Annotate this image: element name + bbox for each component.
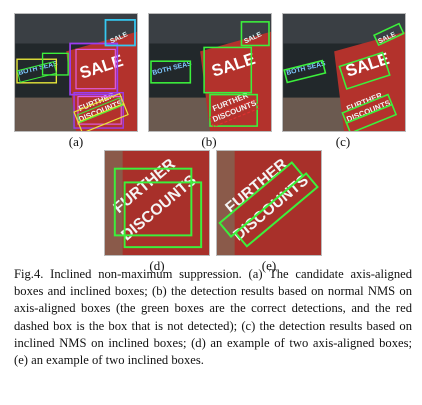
candidate-box [76, 97, 123, 123]
axis-aligned-box [123, 181, 203, 249]
figure-panel-b: SALE SALE BOTH SEAS FURTHER DISCOUNTS [148, 13, 272, 132]
detection-box [240, 21, 270, 47]
inclined-box [345, 103, 398, 131]
panel-label-b: (b) [201, 134, 217, 149]
panel-label-a: (a) [68, 134, 84, 149]
inclined-box [338, 51, 391, 90]
panel-c-image: SALE SALE BOTH SEAS FURTHER DISCOUNTS [283, 14, 405, 131]
detection-box [209, 93, 258, 127]
inclined-box [234, 172, 319, 248]
candidate-box [73, 91, 124, 129]
axis-aligned-box [113, 167, 193, 237]
panel-d-image: FURTHER DISCOUNTS [105, 151, 209, 255]
detection-box [150, 60, 192, 84]
figure-panel-e: FURTHER DISCOUNTS [216, 150, 322, 256]
panel-label-d: (d) [149, 258, 165, 273]
candidate-box [75, 48, 116, 90]
figure-panel-a: SALE SALE BOTH SEAS FURTHER DISCOUNTS [14, 13, 138, 132]
panel-e-image: FURTHER DISCOUNTS [217, 151, 321, 255]
panel-label-e: (e) [261, 258, 277, 273]
panel-a-image: SALE SALE BOTH SEAS FURTHER DISCOUNTS [15, 14, 137, 131]
candidate-box [69, 42, 119, 96]
detection-box [203, 46, 253, 94]
figure-panel-c: SALE SALE BOTH SEAS FURTHER DISCOUNTS [282, 13, 406, 132]
figure-panel-d: FURTHER DISCOUNTS [104, 150, 210, 256]
candidate-box [77, 102, 129, 131]
caption-text: Fig.4. Inclined non-maximum suppression.… [14, 267, 412, 368]
panel-label-c: (c) [335, 134, 351, 149]
candidate-box [16, 61, 58, 83]
figure-caption: Fig.4. Inclined non-maximum suppression.… [14, 266, 412, 369]
inclined-box [373, 22, 405, 47]
candidate-box [104, 19, 136, 47]
panel-b-image: SALE SALE BOTH SEAS FURTHER DISCOUNTS [149, 14, 271, 131]
inclined-box [283, 59, 327, 84]
